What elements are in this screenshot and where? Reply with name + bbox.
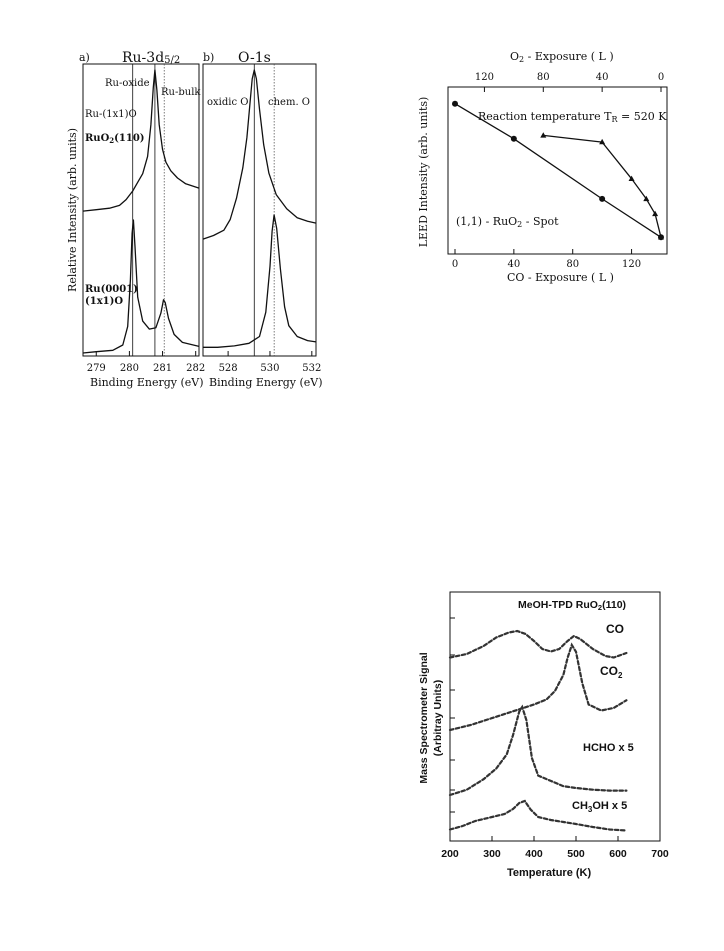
- tpd-label-hcho: HCHO x 5: [583, 742, 634, 754]
- series-label-ruo2-110: RuO2(110): [85, 133, 145, 145]
- series-label-ru0001: Ru(0001): [85, 284, 138, 295]
- panel-a-frame: [82, 63, 200, 357]
- panel-a-x-tick-label: 280: [120, 363, 139, 374]
- panel-a-x-ticks: 279 280 281 282: [87, 351, 205, 374]
- leed-top-x-ticks: 120 80 40 0: [475, 72, 664, 92]
- tpd-ch3oh-trace: [448, 799, 628, 832]
- annotation-ru-1x1o: Ru-(1x1)O: [85, 109, 137, 120]
- tpd-x-axis-label: Temperature (K): [507, 867, 591, 879]
- leed-top-tick-label: 80: [537, 72, 550, 83]
- leed-spot-annotation: (1,1) - RuO2 - Spot: [456, 215, 559, 229]
- tpd-hcho-trace: [448, 704, 628, 797]
- tpd-co-trace: [448, 629, 628, 659]
- panel-b-x-ticks: 528 530 532: [219, 351, 321, 374]
- panel-a-x-tick-label: 282: [186, 363, 205, 374]
- tpd-y-ticks: [450, 617, 455, 813]
- panel-a-label: a): [79, 51, 90, 64]
- leed-reaction-temperature-annotation: Reaction temperature TR = 520 K: [478, 110, 667, 124]
- leed-triangle-point: [658, 234, 664, 240]
- panel-a-x-tick-label: 281: [153, 363, 172, 374]
- annotation-chem-o: chem. O: [268, 97, 310, 108]
- tpd-x-ticks: 200 300 400 500 600 700: [441, 836, 669, 860]
- leed-circle-point: [510, 135, 517, 142]
- leed-chart: O2 - Exposure ( L ) 0 40 80 120 120 80 40 0 Re…: [417, 50, 668, 284]
- leed-bottom-tick-label: 120: [622, 259, 641, 270]
- xps-ru3d-panel: a) Ru-3d5/2 Ru-oxide Ru-bulk Ru-(1x1)O R…: [66, 50, 205, 389]
- panel-b-frame: [202, 63, 317, 357]
- leed-circle-point: [599, 195, 606, 202]
- leed-top-tick-label: 0: [658, 72, 664, 83]
- leed-bottom-x-ticks: 0 40 80 120: [452, 249, 641, 270]
- ruo2-110-ru3d-curve: [82, 69, 200, 212]
- tpd-label-co2: CO2: [600, 664, 623, 680]
- tpd-x-tick-label: 400: [525, 848, 543, 860]
- tpd-co2-trace: [448, 642, 628, 732]
- tpd-x-tick-label: 300: [483, 848, 501, 860]
- tpd-label-ch3oh: CH3OH x 5: [572, 800, 627, 814]
- ru0001-1x1o-ru3d-curve: [82, 219, 200, 354]
- tpd-frame: [449, 591, 661, 842]
- leed-series-line: [454, 103, 662, 238]
- leed-triangle-point: [643, 195, 650, 202]
- tpd-x-tick-label: 200: [441, 848, 459, 860]
- panel-b-x-tick-label: 528: [219, 363, 238, 374]
- tpd-chart: MeOH-TPD RuO2(110) CO CO2 HCHO x 5 CH3OH…: [418, 591, 669, 879]
- ru0001-1x1o-o1s-curve: [203, 214, 317, 348]
- tpd-title: MeOH-TPD RuO2(110): [518, 599, 626, 612]
- leed-top-tick-label: 120: [475, 72, 494, 83]
- tpd-x-tick-label: 700: [651, 848, 669, 860]
- tpd-x-tick-label: 600: [609, 848, 627, 860]
- leed-top-tick-label: 40: [596, 72, 609, 83]
- annotation-ru-bulk: Ru-bulk: [161, 87, 201, 98]
- leed-circle-point: [452, 100, 458, 107]
- annotation-ru-oxide: Ru-oxide: [105, 78, 150, 89]
- annotation-oxidic-o: oxidic O: [207, 97, 248, 108]
- panel-b-x-tick-label: 530: [260, 363, 279, 374]
- leed-bottom-axis-label: CO - Exposure ( L ): [507, 271, 614, 284]
- leed-bottom-tick-label: 0: [452, 259, 458, 270]
- leed-series: [452, 100, 664, 241]
- leed-y-axis-label: LEED Intensity (arb. units): [417, 97, 430, 248]
- panel-a-x-axis-label: Binding Energy (eV): [90, 376, 204, 389]
- leed-series-line: [543, 134, 662, 238]
- leed-top-axis-label: O2 - Exposure ( L ): [510, 50, 614, 64]
- tpd-x-tick-label: 500: [567, 848, 585, 860]
- series-label-1x1o: (1x1)O: [85, 296, 123, 307]
- panel-b-title: O-1s: [238, 50, 271, 66]
- panel-b-label: b): [203, 51, 214, 64]
- panel-a-title: Ru-3d5/2: [122, 50, 180, 66]
- panel-b-x-axis-label: Binding Energy (eV): [209, 376, 323, 389]
- leed-triangle-point: [599, 138, 606, 145]
- leed-bottom-tick-label: 80: [566, 259, 579, 270]
- tpd-label-co: CO: [606, 622, 624, 636]
- leed-bottom-tick-label: 40: [507, 259, 520, 270]
- panel-a-x-tick-label: 279: [87, 363, 106, 374]
- tpd-y-axis-label: Mass Spectrometer Signal: [418, 652, 430, 783]
- xps-o1s-panel: b) O-1s oxidic O chem. O 528 530 532 Bindi…: [202, 50, 323, 389]
- panel-b-x-tick-label: 532: [302, 363, 321, 374]
- leed-triangle-point: [540, 132, 547, 138]
- leed-triangle-point: [652, 210, 659, 217]
- tpd-y-axis-label-units: (Arbitray Units): [432, 680, 444, 756]
- ruo2-110-o1s-curve: [202, 69, 317, 240]
- leed-frame: [447, 86, 668, 255]
- leed-triangle-point: [628, 175, 635, 182]
- panel-a-y-axis-label: Relative Intensity (arb. units): [66, 128, 79, 292]
